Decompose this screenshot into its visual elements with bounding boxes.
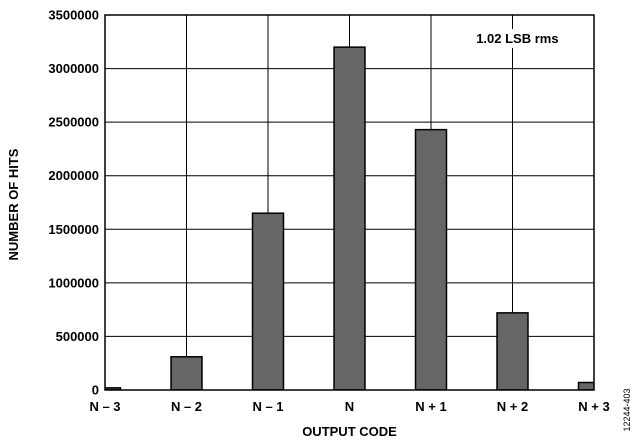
y-tick-label: 1000000 — [48, 275, 99, 290]
y-tick-label: 500000 — [56, 329, 99, 344]
y-tick-label: 1500000 — [48, 222, 99, 237]
annotation-label: 1.02 LSB rms — [476, 31, 558, 46]
bar — [105, 387, 122, 390]
x-axis-title: OUTPUT CODE — [302, 424, 397, 439]
x-tick-label: N + 1 — [415, 399, 446, 414]
y-tick-label: 2000000 — [48, 168, 99, 183]
y-tick-label: 2500000 — [48, 115, 99, 130]
x-tick-label: N – 1 — [252, 399, 283, 414]
x-tick-label: N – 2 — [171, 399, 202, 414]
y-tick-label: 0 — [92, 383, 99, 398]
x-tick-label: N — [345, 399, 354, 414]
x-tick-labels: N – 3 N – 2 N – 1 N N + 1 N + 2 N + 3 — [89, 399, 609, 414]
annotation-background — [472, 29, 563, 48]
bar — [251, 212, 285, 390]
y-tick-label: 3000000 — [48, 61, 99, 76]
x-tick-label: N – 3 — [89, 399, 120, 414]
y-tick-label: 3500000 — [48, 8, 99, 23]
bar — [170, 356, 203, 390]
x-tick-label: N + 2 — [497, 399, 528, 414]
plot-frame — [104, 14, 595, 391]
bar — [577, 381, 594, 390]
figure-id: 12244-403 — [622, 388, 632, 431]
bar — [333, 46, 366, 390]
bars — [105, 46, 594, 390]
y-axis-title: NUMBER OF HITS — [6, 148, 21, 260]
bar — [496, 312, 529, 390]
y-tick-labels: 0 500000 1000000 1500000 2000000 2500000 30000… — [48, 8, 99, 398]
x-tick-label: N + 3 — [578, 399, 609, 414]
bar — [414, 128, 448, 390]
